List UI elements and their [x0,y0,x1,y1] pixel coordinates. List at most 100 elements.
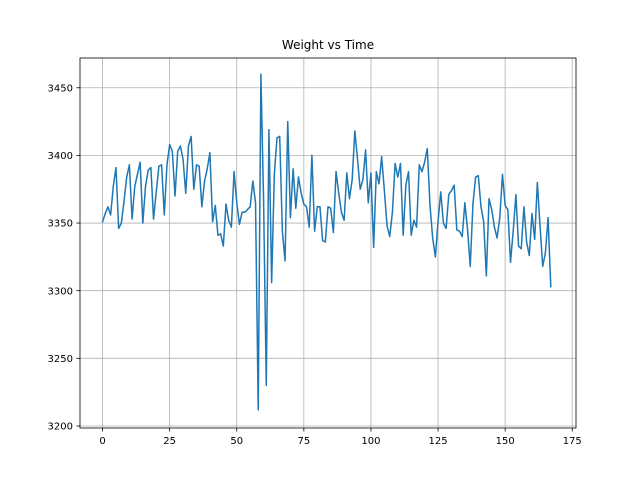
data-point [386,225,388,227]
data-point [434,256,436,258]
data-point [426,148,428,150]
data-point [220,233,222,235]
data-point [214,204,216,207]
data-point [550,286,552,288]
data-point [287,120,289,123]
data-point [126,176,128,178]
y-tick-label: 3200 [48,422,73,433]
data-point [448,194,450,196]
x-tick-label: 0 [99,436,105,447]
data-point [485,275,487,277]
data-point [391,211,394,213]
data-point [319,206,321,208]
grid [80,58,576,428]
data-point [313,230,316,232]
data-point [496,237,498,239]
data-point [206,168,208,170]
data-point [364,149,367,151]
data-point [115,166,117,169]
data-point [305,206,308,208]
data-point [144,185,147,188]
data-point [461,235,463,238]
data-point [155,191,157,193]
data-point [517,245,520,247]
data-point [442,222,445,224]
data-point [351,179,353,181]
data-point [300,192,302,194]
data-point [437,221,439,223]
data-point [134,185,136,188]
data-point [284,260,286,262]
data-point [483,221,485,223]
x-tick-label: 125 [428,436,447,447]
data-point [171,150,173,152]
x-tick-label: 150 [496,436,515,447]
data-point [477,175,479,177]
data-point [362,179,364,181]
data-point [254,202,257,204]
data-point [526,241,528,243]
data-point [276,137,278,139]
data-point [273,173,275,175]
data-point [195,164,198,166]
data-point [515,194,517,196]
data-point [480,206,482,208]
data-point [493,226,496,228]
data-point [136,173,139,175]
data-point [469,265,471,267]
data-point [198,165,200,167]
data-point [528,254,530,257]
data-point [399,162,402,165]
data-point [509,261,512,263]
data-point [413,219,415,221]
data-point [488,198,490,200]
data-point [110,214,112,216]
data-point [131,218,133,220]
data-point [542,265,544,267]
data-point [453,184,455,186]
data-point [421,171,423,173]
data-point [123,200,125,202]
data-point [375,171,377,173]
x-tick-label: 50 [230,436,243,447]
data-point [547,217,549,219]
data-point [475,176,477,178]
data-point [252,180,254,182]
data-point [150,166,152,169]
data-point [367,202,369,204]
data-point [182,158,184,161]
data-point [118,227,120,230]
data-point [523,206,525,208]
data-point [520,248,522,250]
data-point [169,143,171,146]
data-point [335,171,337,173]
data-point [203,180,206,182]
data-point [112,185,114,188]
data-point [359,188,361,190]
data-point [504,204,506,207]
data-point [512,230,514,232]
data-point [139,161,141,163]
x-tick-label: 175 [563,436,582,447]
data-point [458,230,461,232]
data-point [544,252,547,254]
data-point [343,219,345,221]
y-tick-label: 3350 [48,219,73,230]
data-point [257,409,259,411]
data-point [332,231,334,234]
data-point [445,227,447,230]
data-point [295,207,297,209]
data-point [185,192,187,194]
data-point [415,226,418,228]
data-point [177,150,179,152]
data-point [348,198,351,200]
data-point [346,172,348,174]
data-point [209,152,211,154]
x-tick-label: 75 [297,436,310,447]
data-point [410,234,412,236]
data-point [101,221,104,223]
data-point [179,145,181,147]
data-point [225,203,227,205]
series-layer [101,73,552,411]
data-point [147,169,149,171]
